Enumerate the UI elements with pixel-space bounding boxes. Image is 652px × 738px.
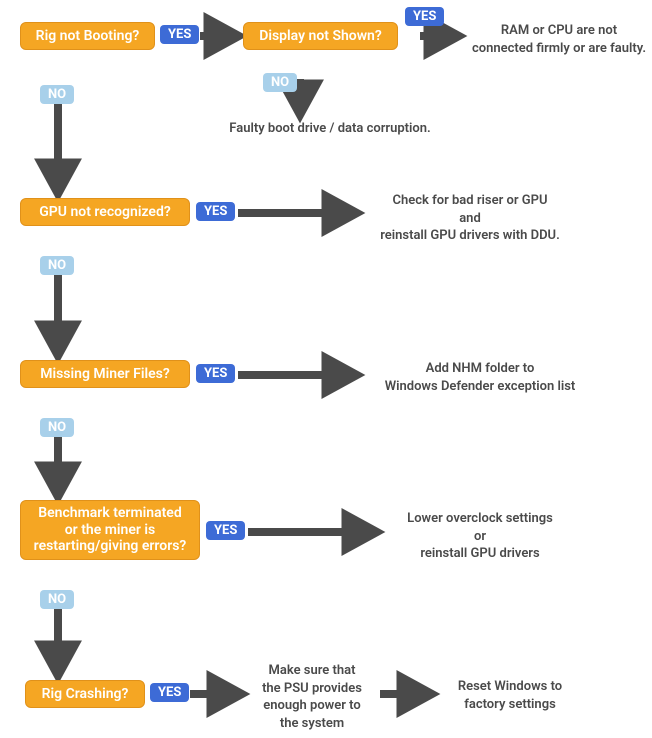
q4: Missing Miner Files? <box>20 360 190 388</box>
r_nhm: Add NHM folder toWindows Defender except… <box>360 360 600 395</box>
r_oc: Lower overclock settingsorreinstall GPU … <box>380 510 580 563</box>
q2_no: NO <box>263 73 297 92</box>
q5: Benchmark terminated or the miner is res… <box>20 500 200 560</box>
r_psu: Make sure thatthe PSU providesenough pow… <box>247 662 377 732</box>
q3: GPU not recognized? <box>20 198 190 226</box>
q6_yes: YES <box>150 683 189 702</box>
q1_yes: YES <box>160 25 199 44</box>
r_gpu: Check for bad riser or GPUandreinstall G… <box>360 192 580 245</box>
q2: Display not Shown? <box>243 22 398 50</box>
q4_yes: YES <box>196 364 235 383</box>
r_reset: Reset Windows tofactory settings <box>440 678 580 713</box>
q2_yes: YES <box>405 7 444 26</box>
q5_yes: YES <box>206 521 245 540</box>
r_ram: RAM or CPU are notconnected firmly or ar… <box>466 22 652 57</box>
q3_no: NO <box>40 256 74 275</box>
q4_no: NO <box>40 418 74 437</box>
q1_no: NO <box>40 85 74 104</box>
q6: Rig Crashing? <box>25 680 145 708</box>
q1: Rig not Booting? <box>20 22 155 50</box>
q3_yes: YES <box>196 202 235 221</box>
q5_no: NO <box>40 590 74 609</box>
r_boot: Faulty boot drive / data corruption. <box>215 120 445 138</box>
